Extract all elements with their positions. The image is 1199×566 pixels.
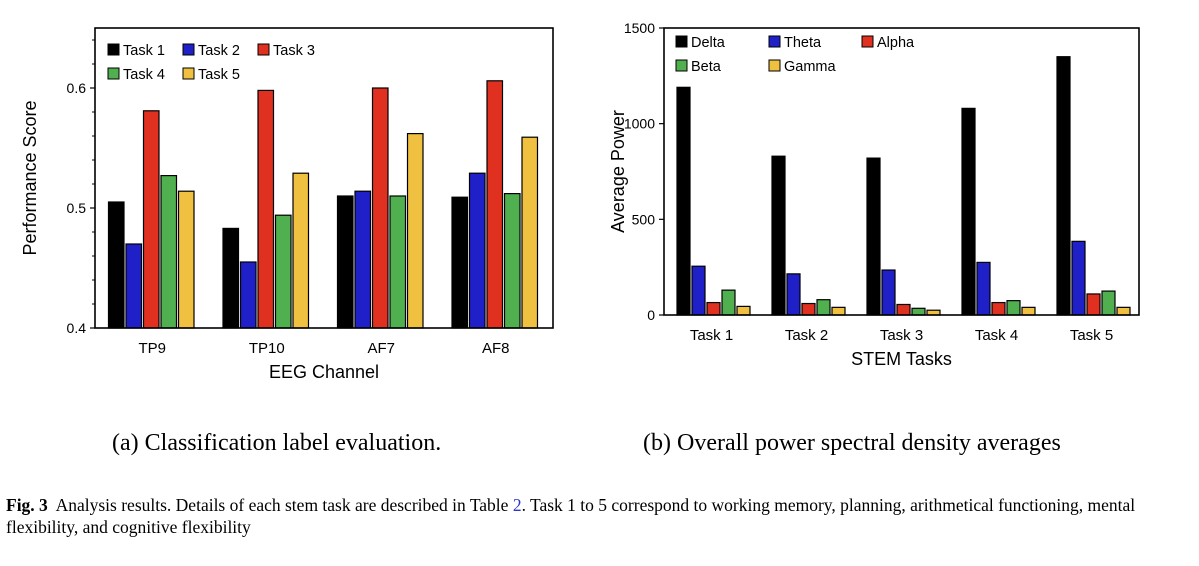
bar-delta-task-1 bbox=[676, 86, 691, 316]
chart-power-spectral-density: 0 500 1000 1500 Task 1 Task 2 Task 3 Task 4 Task… bbox=[608, 20, 1140, 369]
bar-task-2-tp9 bbox=[125, 243, 143, 329]
bar-task-2-af7 bbox=[354, 190, 372, 329]
figure-label: Fig. 3 bbox=[6, 495, 48, 515]
bar-task-1-tp10 bbox=[222, 227, 240, 329]
bar-gamma-task-1 bbox=[736, 305, 751, 316]
bar-theta-task-2 bbox=[786, 273, 801, 316]
bar-task-2-af8 bbox=[468, 172, 486, 329]
bar-task-3-af7 bbox=[371, 87, 389, 329]
legend-label-beta: Beta bbox=[691, 59, 722, 75]
legend-label-task-3: Task 3 bbox=[273, 43, 315, 59]
x-tick-label: Task 2 bbox=[785, 327, 828, 344]
x-axis-label: EEG Channel bbox=[269, 362, 379, 382]
bar-delta-task-5 bbox=[1056, 56, 1071, 316]
bar-beta-task-3 bbox=[911, 307, 926, 316]
legend-swatch-task-1 bbox=[107, 43, 120, 56]
legend-swatch-theta bbox=[768, 35, 781, 48]
bar-gamma-task-5 bbox=[1116, 306, 1131, 316]
bar-alpha-task-5 bbox=[1086, 293, 1101, 316]
bar-delta-task-4 bbox=[961, 107, 976, 316]
y-axis-label: Performance Score bbox=[20, 100, 40, 255]
y-tick-label: 500 bbox=[632, 211, 656, 227]
bar-alpha-task-2 bbox=[801, 302, 816, 316]
bar-task-1-af8 bbox=[451, 196, 469, 329]
chart-classification-label-evaluation: 0.4 0.5 0.6 TP9 TP10 AF7 AF8 EEG Channel Perform… bbox=[20, 27, 554, 382]
bar-task-1-tp9 bbox=[107, 201, 125, 329]
bar-alpha-task-3 bbox=[896, 303, 911, 316]
legend-swatch-task-2 bbox=[182, 43, 195, 56]
bar-theta-task-4 bbox=[976, 261, 991, 316]
figure-caption: Fig. 3 Analysis results. Details of each… bbox=[6, 494, 1191, 538]
bar-beta-task-1 bbox=[721, 289, 736, 316]
bar-beta-task-4 bbox=[1006, 300, 1021, 316]
bar-gamma-task-4 bbox=[1021, 306, 1036, 316]
legend-label-task-5: Task 5 bbox=[198, 67, 240, 83]
bar-beta-task-5 bbox=[1101, 290, 1116, 316]
bar-task-3-af8 bbox=[486, 80, 504, 329]
plot-frame bbox=[94, 27, 554, 329]
x-tick-label: AF7 bbox=[367, 340, 395, 357]
bar-beta-task-2 bbox=[816, 299, 831, 316]
legend-label-alpha: Alpha bbox=[877, 35, 915, 51]
y-tick-label: 0.5 bbox=[67, 200, 87, 216]
legend-swatch-alpha bbox=[861, 35, 874, 48]
x-axis-label: STEM Tasks bbox=[851, 349, 952, 369]
subcaption-a: (a) Classification label evaluation. bbox=[112, 430, 442, 456]
legend-swatch-gamma bbox=[768, 59, 781, 72]
bar-task-4-tp10 bbox=[274, 214, 292, 329]
bar-alpha-task-4 bbox=[991, 301, 1006, 316]
x-tick-label: Task 1 bbox=[690, 327, 733, 344]
x-tick-label: AF8 bbox=[482, 340, 510, 357]
bar-task-1-af7 bbox=[336, 195, 354, 329]
y-tick-label: 1500 bbox=[624, 20, 655, 36]
bar-theta-task-5 bbox=[1071, 240, 1086, 316]
bar-task-5-tp9 bbox=[177, 190, 195, 329]
bar-alpha-task-1 bbox=[706, 301, 721, 316]
x-tick-label: Task 4 bbox=[975, 327, 1018, 344]
legend-swatch-task-5 bbox=[182, 67, 195, 80]
y-axis-label: Average Power bbox=[608, 110, 628, 233]
bar-task-3-tp10 bbox=[257, 89, 275, 329]
legend-swatch-task-3 bbox=[257, 43, 270, 56]
table-reference-link[interactable]: 2 bbox=[512, 495, 522, 515]
bar-theta-task-3 bbox=[881, 269, 896, 316]
bar-task-4-af7 bbox=[389, 195, 407, 329]
subcaption-b: (b) Overall power spectral density avera… bbox=[643, 430, 1061, 456]
x-tick-label: Task 3 bbox=[880, 327, 923, 344]
legend-swatch-delta bbox=[675, 35, 688, 48]
caption-text-start: Analysis results. Details of each stem t… bbox=[55, 495, 509, 515]
y-tick-label: 0 bbox=[647, 307, 655, 323]
caption-text-end: . Task 1 to 5 correspond to working memo… bbox=[6, 495, 1136, 537]
legend-swatch-task-4 bbox=[107, 67, 120, 80]
bar-task-3-tp9 bbox=[142, 110, 160, 329]
legend-label-task-2: Task 2 bbox=[198, 43, 240, 59]
bar-task-2-tp10 bbox=[239, 261, 257, 329]
y-tick-label: 1000 bbox=[624, 116, 655, 132]
legend-swatch-beta bbox=[675, 59, 688, 72]
x-tick-label: TP9 bbox=[138, 340, 166, 357]
legend-label-gamma: Gamma bbox=[784, 59, 837, 75]
bar-task-5-af7 bbox=[406, 133, 424, 329]
bar-task-4-tp9 bbox=[160, 175, 178, 329]
bar-task-5-tp10 bbox=[292, 172, 310, 329]
bar-gamma-task-2 bbox=[831, 306, 846, 316]
plot-frame bbox=[663, 27, 1140, 316]
x-tick-label: Task 5 bbox=[1070, 327, 1113, 344]
legend-label-task-4: Task 4 bbox=[123, 67, 165, 83]
bar-task-5-af8 bbox=[521, 136, 539, 329]
bar-delta-task-3 bbox=[866, 157, 881, 316]
x-tick-label: TP10 bbox=[249, 340, 285, 357]
y-tick-label: 0.6 bbox=[67, 80, 87, 96]
bar-delta-task-2 bbox=[771, 155, 786, 316]
y-tick-label: 0.4 bbox=[67, 320, 87, 336]
bar-task-4-af8 bbox=[503, 193, 521, 329]
bar-theta-task-1 bbox=[691, 265, 706, 316]
legend-label-theta: Theta bbox=[784, 35, 822, 51]
legend-label-delta: Delta bbox=[691, 35, 726, 51]
legend-label-task-1: Task 1 bbox=[123, 43, 165, 59]
